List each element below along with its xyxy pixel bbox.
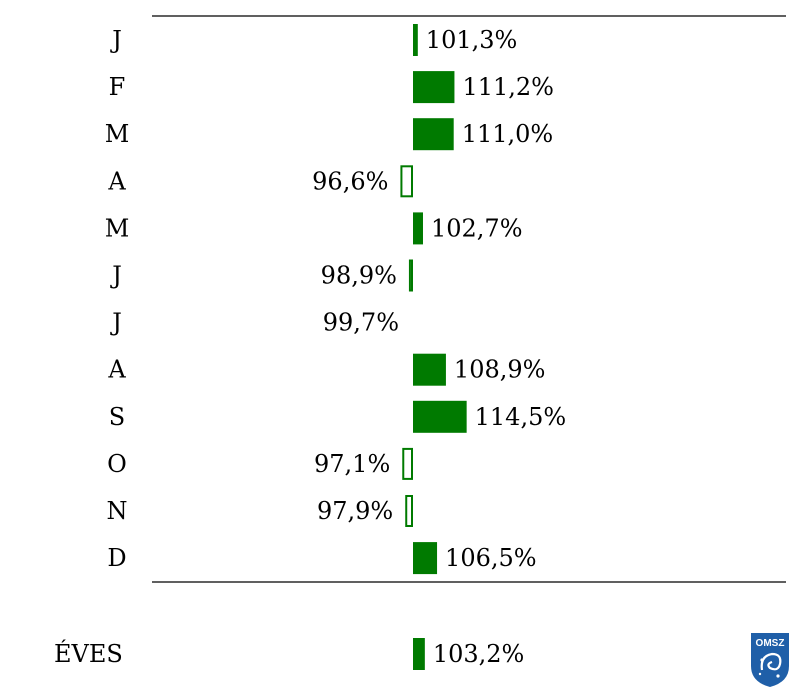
value-label: 108,9%: [454, 356, 546, 384]
bar: [413, 353, 446, 386]
value-label: 106,5%: [445, 544, 537, 572]
omsz-logo: OMSZ: [750, 632, 790, 688]
category-label: D: [107, 544, 126, 572]
bar: [400, 165, 414, 198]
logo-swirl-icon: [760, 652, 782, 671]
value-label: 103,2%: [433, 640, 525, 668]
value-label: 111,0%: [462, 120, 554, 148]
category-label: F: [109, 73, 126, 101]
category-label: J: [109, 262, 122, 290]
bar: [413, 71, 455, 104]
bar: [413, 212, 423, 245]
value-label: 97,1%: [314, 450, 390, 478]
value-label: 114,5%: [475, 403, 567, 431]
value-label: 101,3%: [426, 26, 518, 54]
category-label: M: [105, 214, 130, 242]
bar: [413, 118, 454, 151]
category-label: J: [109, 26, 122, 54]
bar: [405, 495, 414, 527]
category-label: A: [107, 356, 126, 384]
bar: [413, 400, 467, 433]
value-label: 111,2%: [462, 73, 554, 101]
value-label: 97,9%: [317, 497, 393, 525]
category-label: N: [107, 497, 128, 525]
category-label: M: [105, 120, 130, 148]
value-label: 102,7%: [431, 214, 523, 242]
annual-label: ÉVES: [54, 639, 123, 668]
category-label: S: [109, 403, 125, 431]
bar: [408, 259, 413, 292]
value-label: 99,7%: [323, 309, 399, 337]
bar: [402, 447, 413, 480]
bar: [413, 542, 438, 575]
value-label: 96,6%: [312, 167, 388, 195]
category-label: O: [107, 450, 127, 478]
category-label: J: [109, 309, 122, 337]
bar: [413, 638, 425, 670]
category-label: A: [107, 167, 126, 195]
value-label: 98,9%: [321, 262, 397, 290]
logo-text: OMSZ: [756, 638, 785, 649]
bar: [413, 24, 418, 56]
